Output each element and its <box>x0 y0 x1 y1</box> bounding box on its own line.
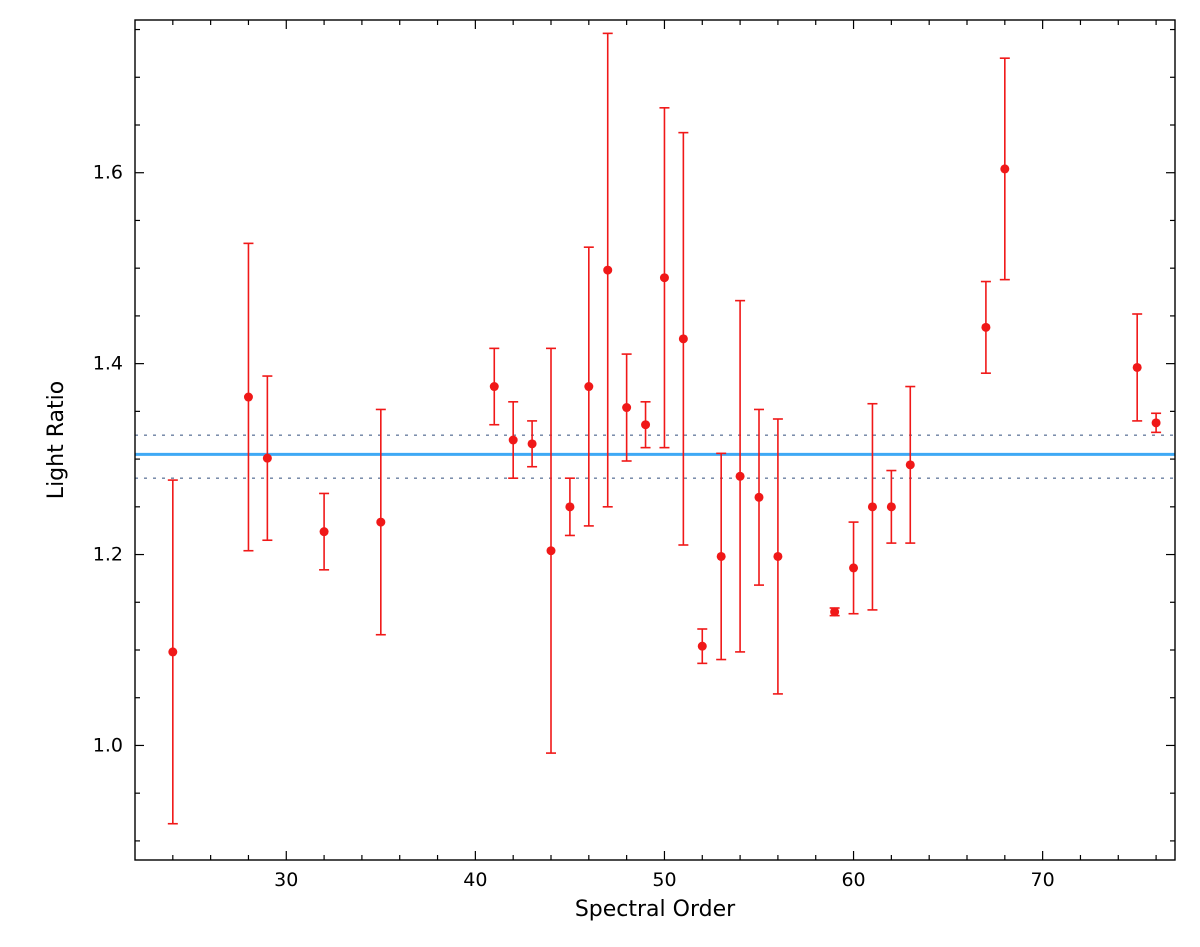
data-point <box>490 382 499 391</box>
data-point <box>320 527 329 536</box>
data-point <box>603 266 612 275</box>
x-tick-label: 40 <box>463 869 487 891</box>
data-point <box>1000 164 1009 173</box>
data-point <box>547 546 556 555</box>
data-point <box>773 552 782 561</box>
x-tick-label: 30 <box>274 869 298 891</box>
data-point <box>887 502 896 511</box>
data-point <box>755 493 764 502</box>
data-point <box>906 460 915 469</box>
y-tick-label: 1.2 <box>93 544 123 566</box>
data-point <box>698 642 707 651</box>
data-point <box>584 382 593 391</box>
data-point <box>1152 418 1161 427</box>
data-point <box>244 393 253 402</box>
y-axis-label: Light Ratio <box>44 381 69 499</box>
data-point <box>509 436 518 445</box>
data-point <box>1133 363 1142 372</box>
data-point <box>641 420 650 429</box>
data-point <box>736 472 745 481</box>
chart-bg <box>0 0 1200 947</box>
y-tick-label: 1.4 <box>93 353 123 375</box>
data-point <box>849 563 858 572</box>
x-axis-label: Spectral Order <box>575 897 736 922</box>
x-tick-label: 70 <box>1031 869 1055 891</box>
data-point <box>679 334 688 343</box>
data-point <box>263 454 272 463</box>
x-tick-label: 60 <box>841 869 865 891</box>
data-point <box>376 518 385 527</box>
data-point <box>622 403 631 412</box>
y-tick-label: 1.6 <box>93 162 123 184</box>
data-point <box>981 323 990 332</box>
x-tick-label: 50 <box>652 869 676 891</box>
data-point <box>565 502 574 511</box>
data-point <box>528 439 537 448</box>
data-point <box>868 502 877 511</box>
data-point <box>168 647 177 656</box>
data-point <box>830 607 839 616</box>
data-point <box>717 552 726 561</box>
chart-container: 30 40 50 60 70 1.0 1.2 1.4 1.6 Spectral Order Ligh… <box>0 0 1200 947</box>
y-tick-label: 1.0 <box>93 734 123 756</box>
errorbar-chart: 30 40 50 60 70 1.0 1.2 1.4 1.6 Spectral Order Ligh… <box>0 0 1200 947</box>
data-point <box>660 273 669 282</box>
